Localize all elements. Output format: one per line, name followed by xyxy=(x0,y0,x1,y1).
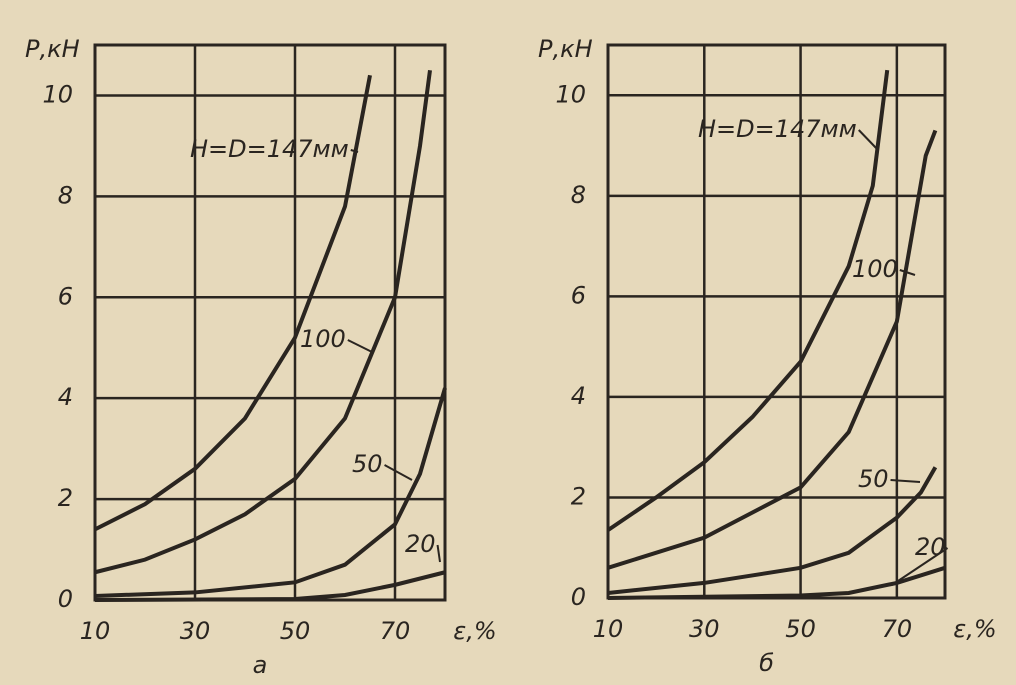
subplot-label: б xyxy=(759,649,774,677)
curve xyxy=(606,69,890,532)
leader-line xyxy=(899,269,916,276)
x-tick-label: 30 xyxy=(689,615,720,643)
curve xyxy=(607,129,938,570)
leader-line xyxy=(347,339,373,353)
leader-line xyxy=(891,547,949,586)
y-tick-label: 6 xyxy=(571,281,586,309)
x-tick-label: 70 xyxy=(380,617,411,645)
leader-line xyxy=(858,129,879,151)
leader-line xyxy=(350,149,359,153)
curve-label: 20 xyxy=(405,530,436,558)
curve-label: 50 xyxy=(858,465,889,493)
y-tick-label: 0 xyxy=(58,585,73,613)
curve-label: 100 xyxy=(852,255,898,283)
leader-line xyxy=(384,464,413,481)
x-tick-label: 10 xyxy=(80,617,111,645)
curve xyxy=(607,565,946,600)
leader-line xyxy=(436,544,441,563)
y-axis-label: Р,кН xyxy=(25,35,80,63)
curve-label: 50 xyxy=(352,450,383,478)
leader-line xyxy=(890,479,921,483)
curve-label: 100 xyxy=(300,325,346,353)
y-tick-label: 8 xyxy=(571,181,586,209)
x-tick-label: 10 xyxy=(593,615,624,643)
y-tick-label: 8 xyxy=(58,181,73,209)
y-tick-label: 10 xyxy=(555,80,586,108)
y-axis-label: Р,кН xyxy=(538,35,593,63)
x-tick-label: 50 xyxy=(785,615,816,643)
x-tick-label: 50 xyxy=(280,617,311,645)
y-tick-label: 0 xyxy=(571,583,586,611)
curve xyxy=(94,74,372,532)
x-tick-label: 70 xyxy=(882,615,913,643)
curve xyxy=(94,69,432,575)
x-tick-label: 30 xyxy=(180,617,211,645)
y-tick-label: 4 xyxy=(58,383,73,411)
y-tick-label: 6 xyxy=(58,282,73,310)
curve xyxy=(94,570,446,602)
curve xyxy=(94,387,447,598)
x-axis-label: ε,% xyxy=(453,617,496,645)
y-tick-label: 2 xyxy=(58,484,73,512)
y-tick-label: 2 xyxy=(571,482,586,510)
y-tick-label: 10 xyxy=(42,80,73,108)
curve-label: 20 xyxy=(915,533,946,561)
y-tick-label: 4 xyxy=(571,382,586,410)
subplot-label: а xyxy=(253,651,268,679)
curve xyxy=(607,466,938,595)
x-axis-label: ε,% xyxy=(953,615,996,643)
curve-label: H=D=147мм xyxy=(698,115,857,143)
curve-label: H=D=147мм xyxy=(190,135,349,163)
